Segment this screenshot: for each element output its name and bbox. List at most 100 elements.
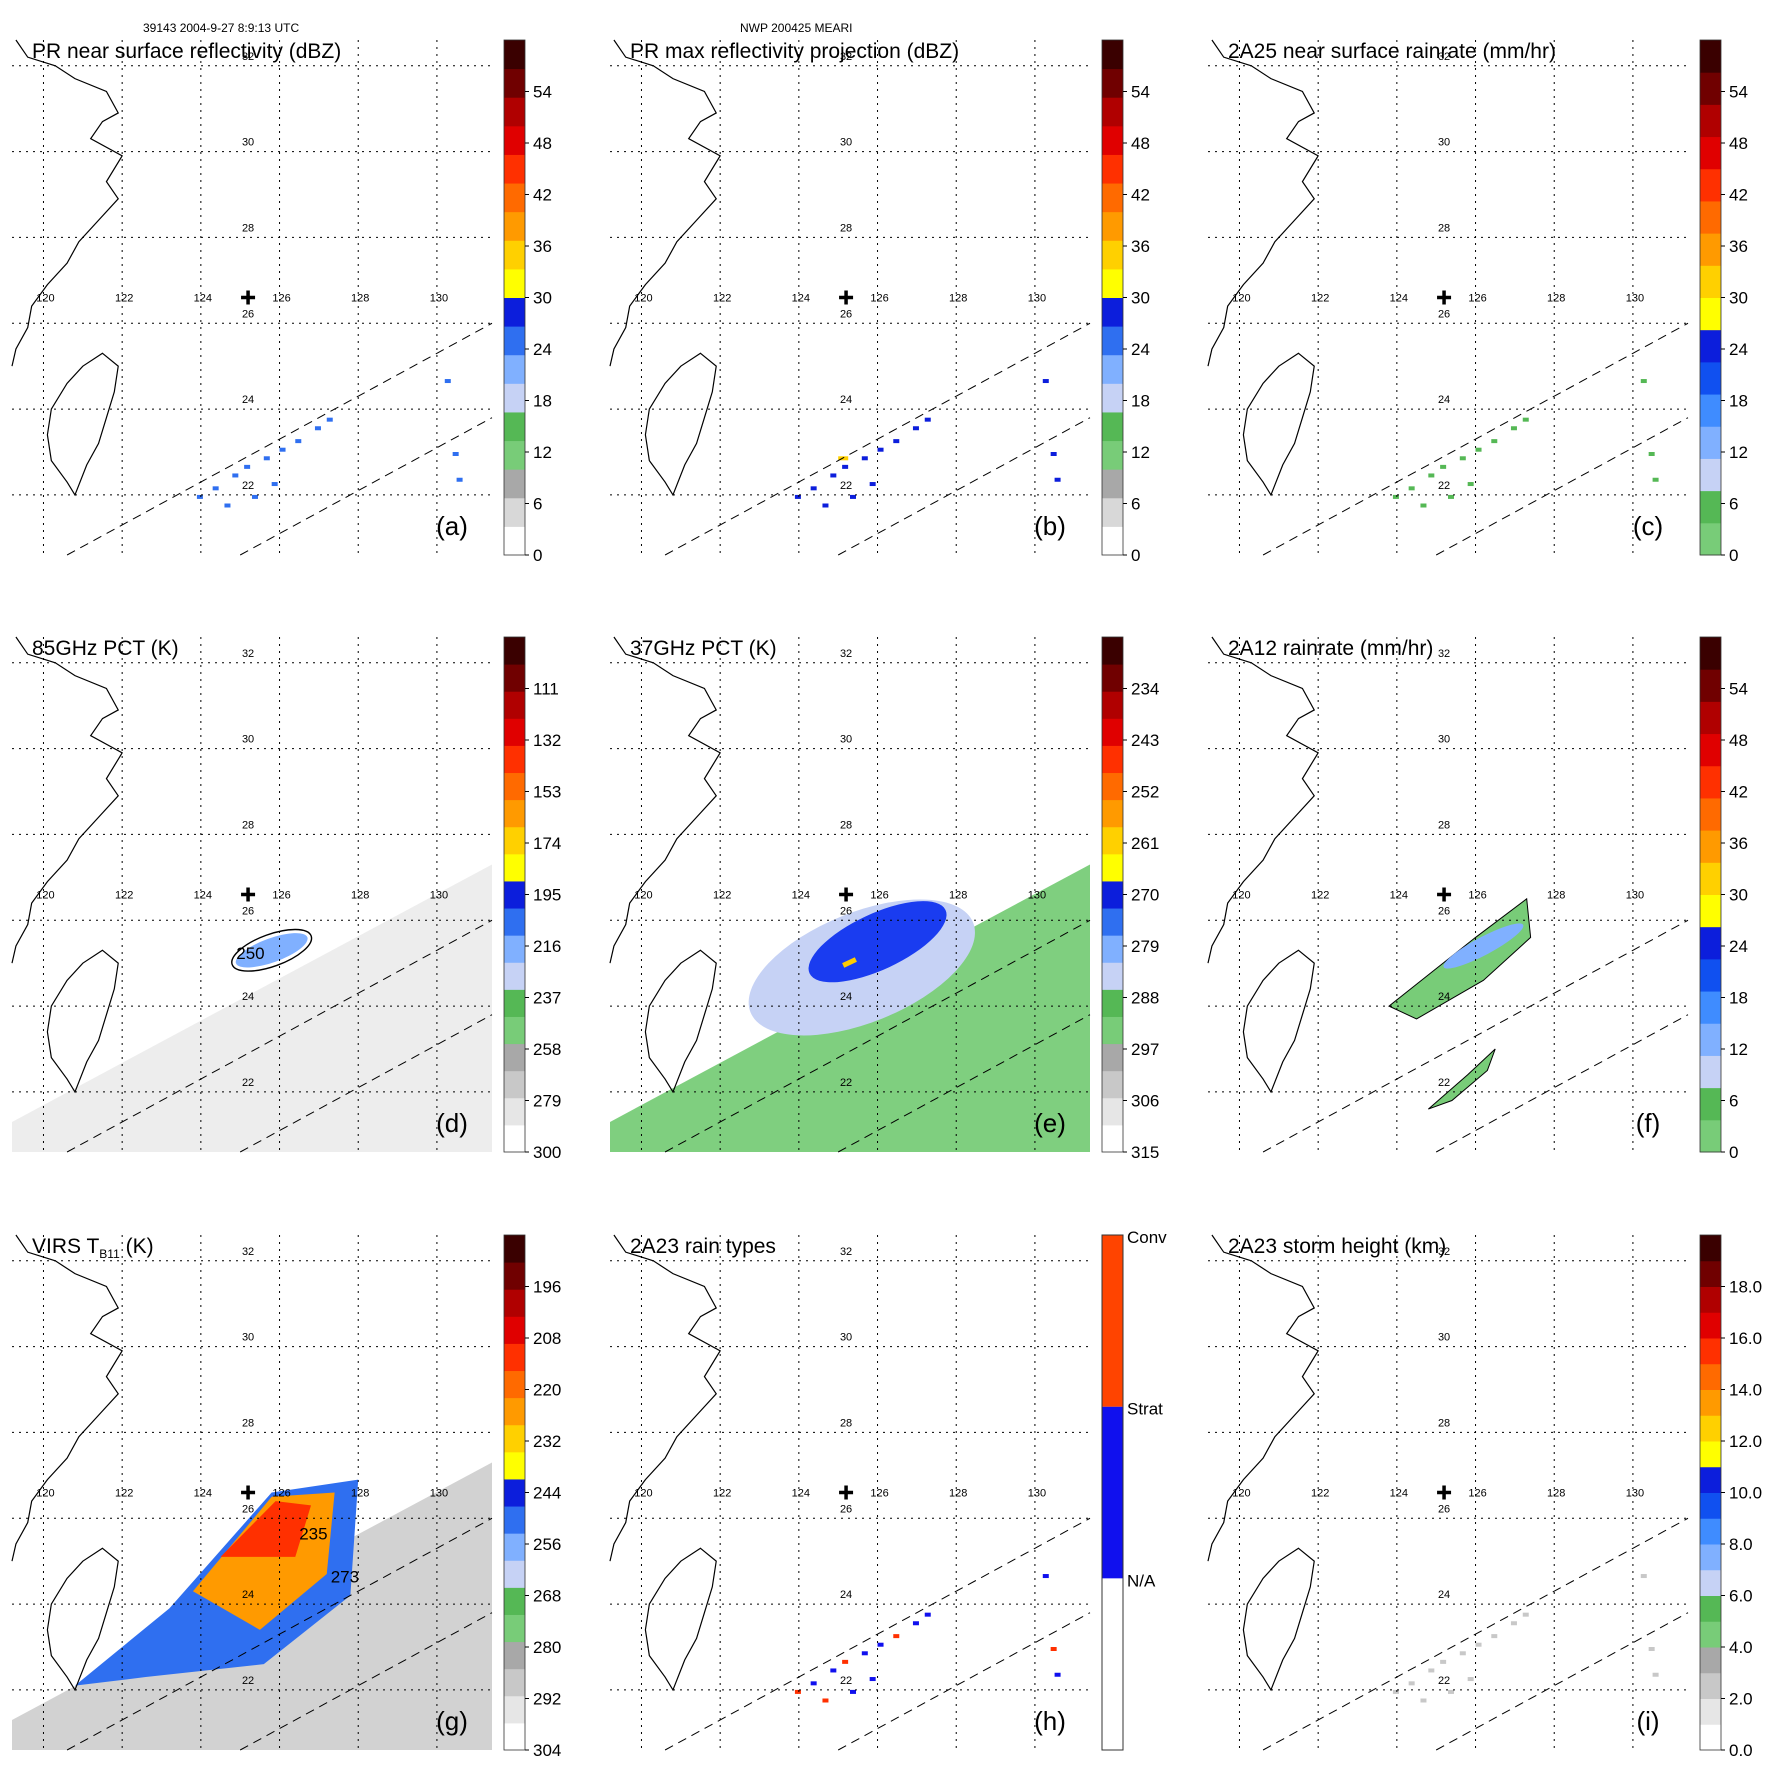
lat-tick-label: 30 [1438, 137, 1450, 149]
colorbar-segment [1102, 354, 1123, 384]
lon-tick-label: 122 [713, 1488, 731, 1500]
colorbar-segment [1700, 637, 1721, 670]
colorbar-tick-label: 42 [533, 186, 552, 205]
colorbar-tick-label: Conv [1127, 1228, 1167, 1247]
colorbar-tick-label: 48 [1131, 134, 1150, 153]
colorbar: 0 6 12 18 24 30 36 42 48 54 [1699, 636, 1748, 1162]
colorbar-tick-label: 216 [533, 937, 561, 956]
colorbar-tick-label: 12 [533, 443, 552, 462]
colorbar-segment [1102, 125, 1123, 155]
rain-echo [279, 447, 286, 452]
colorbar-segment [1700, 329, 1721, 363]
panel-letter: (e) [1034, 1108, 1066, 1138]
lat-tick-label: 22 [840, 1675, 852, 1687]
lat-tick-label: 24 [840, 991, 852, 1003]
storm-center-marker [241, 1485, 256, 1500]
rain-echo [1448, 494, 1454, 499]
colorbar-segment [1102, 240, 1123, 270]
contour-label: 273 [331, 1568, 359, 1587]
colorbar-segment [1700, 1621, 1721, 1648]
colorbar-tick-label: 0 [1729, 546, 1738, 565]
rain-echo [1408, 486, 1415, 491]
colorbar-segment [504, 1478, 525, 1507]
colorbar-segment [504, 1070, 525, 1099]
rain-echo [1459, 456, 1466, 461]
colorbar-segment [1700, 1466, 1721, 1493]
lon-tick-label: 128 [949, 293, 967, 305]
colorbar-segment [1700, 72, 1721, 105]
lat-tick-label: 24 [840, 394, 852, 406]
colorbar-segment [1700, 926, 1721, 960]
lat-tick-label: 26 [840, 308, 852, 320]
panel-title-tail: (K) [120, 1235, 154, 1258]
rain-echo [1440, 1659, 1447, 1664]
coastline-taiwan [1242, 352, 1315, 497]
rain-echo [196, 494, 203, 499]
colorbar-segment [1700, 200, 1721, 234]
colorbar-tick-label: 24 [533, 340, 552, 359]
lon-tick-label: 124 [1390, 293, 1408, 305]
colorbar-tick-label: 279 [1131, 937, 1159, 956]
colorbar-tick-label: Strat [1127, 1400, 1163, 1419]
lat-tick-label: 30 [1438, 734, 1450, 746]
colorbar-segment [504, 154, 525, 184]
coastline-china [1207, 1234, 1320, 1562]
colorbar-segment [504, 745, 525, 774]
rain-echo [850, 1689, 856, 1694]
rain-echo [1392, 1689, 1399, 1694]
lon-tick-label: 128 [351, 293, 369, 305]
colorbar-segment [1700, 1441, 1721, 1468]
lat-tick-label: 22 [1438, 480, 1450, 492]
colorbar-tick-label: 174 [533, 834, 561, 853]
colorbar-tick-label: 111 [533, 680, 559, 699]
swath-edge-line [837, 417, 1091, 556]
colorbar-segment [1700, 701, 1721, 735]
colorbar-tick-label: 24 [1131, 340, 1150, 359]
rain-area [1427, 1048, 1496, 1110]
lat-tick-label: 22 [1438, 1675, 1450, 1687]
lon-tick-label: 126 [870, 890, 888, 902]
lon-tick-label: 130 [430, 1488, 448, 1500]
rain-echo [1054, 477, 1061, 482]
rain-echo [842, 464, 849, 469]
rain-echo [1054, 1672, 1061, 1677]
storm-center-marker [1437, 887, 1452, 902]
swath-edge-line [1435, 1014, 1689, 1153]
swath-edge-line [239, 1014, 493, 1153]
storm-center-marker [839, 887, 854, 902]
contour-250 [231, 928, 313, 972]
lon-tick-label: 122 [115, 890, 133, 902]
rain-echo [1475, 1642, 1482, 1647]
colorbar-segment [504, 1695, 525, 1724]
lon-tick-label: 124 [792, 890, 810, 902]
coastline-china [609, 39, 722, 367]
colorbar-segment [1700, 1544, 1721, 1571]
rain-echo [1420, 503, 1427, 508]
colorbar-tick-label: 258 [533, 1040, 561, 1059]
swath-edge-line [837, 1014, 1091, 1153]
data-field [1388, 897, 1532, 1110]
rain-echo [1042, 379, 1049, 384]
colorbar-segment [1700, 1672, 1721, 1699]
map-panel-e: 120 122 124 126 128 130 22 24 26 28 30 32 37GHz PCT … [609, 636, 1091, 1153]
coastline-taiwan [46, 949, 119, 1094]
colorbar-tick-label: 237 [533, 989, 561, 1008]
colorbar-segment [504, 1316, 525, 1344]
data-field [196, 379, 463, 508]
lat-tick-label: 28 [840, 222, 852, 234]
rain-echo [295, 439, 302, 444]
lat-tick-label: 30 [840, 1332, 852, 1344]
lon-tick-label: 120 [1232, 890, 1250, 902]
colorbar-segment [1700, 1518, 1721, 1545]
storm-center-marker [241, 887, 256, 902]
lat-tick-label: 22 [840, 480, 852, 492]
panel-letter: (c) [1633, 511, 1663, 541]
lon-tick-label: 120 [634, 293, 652, 305]
lat-tick-label: 26 [242, 1503, 254, 1515]
colorbar-segment [1700, 1055, 1721, 1089]
colorbar-segment [1700, 1415, 1721, 1442]
lon-tick-label: 124 [194, 1488, 212, 1500]
rain-echo [861, 456, 868, 461]
lat-tick-label: 22 [242, 1675, 254, 1687]
lon-tick-label: 126 [272, 293, 290, 305]
